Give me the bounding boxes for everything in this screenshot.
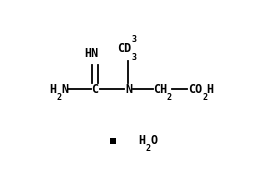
Text: 2: 2 [167,93,172,102]
Text: H: H [207,83,214,96]
Text: 2: 2 [146,144,151,153]
Text: CO: CO [188,83,202,96]
Text: CD: CD [117,43,132,55]
Text: 3: 3 [131,53,136,62]
Text: 2: 2 [56,93,61,102]
Text: H: H [139,134,146,147]
Text: C: C [91,83,99,96]
Text: CH: CH [153,83,167,96]
Text: 3: 3 [132,35,137,44]
Text: N: N [125,83,132,96]
Text: N: N [61,83,68,96]
Text: H: H [49,83,56,96]
Text: HN: HN [84,47,98,60]
Text: O: O [151,134,158,147]
Text: 2: 2 [202,93,207,102]
